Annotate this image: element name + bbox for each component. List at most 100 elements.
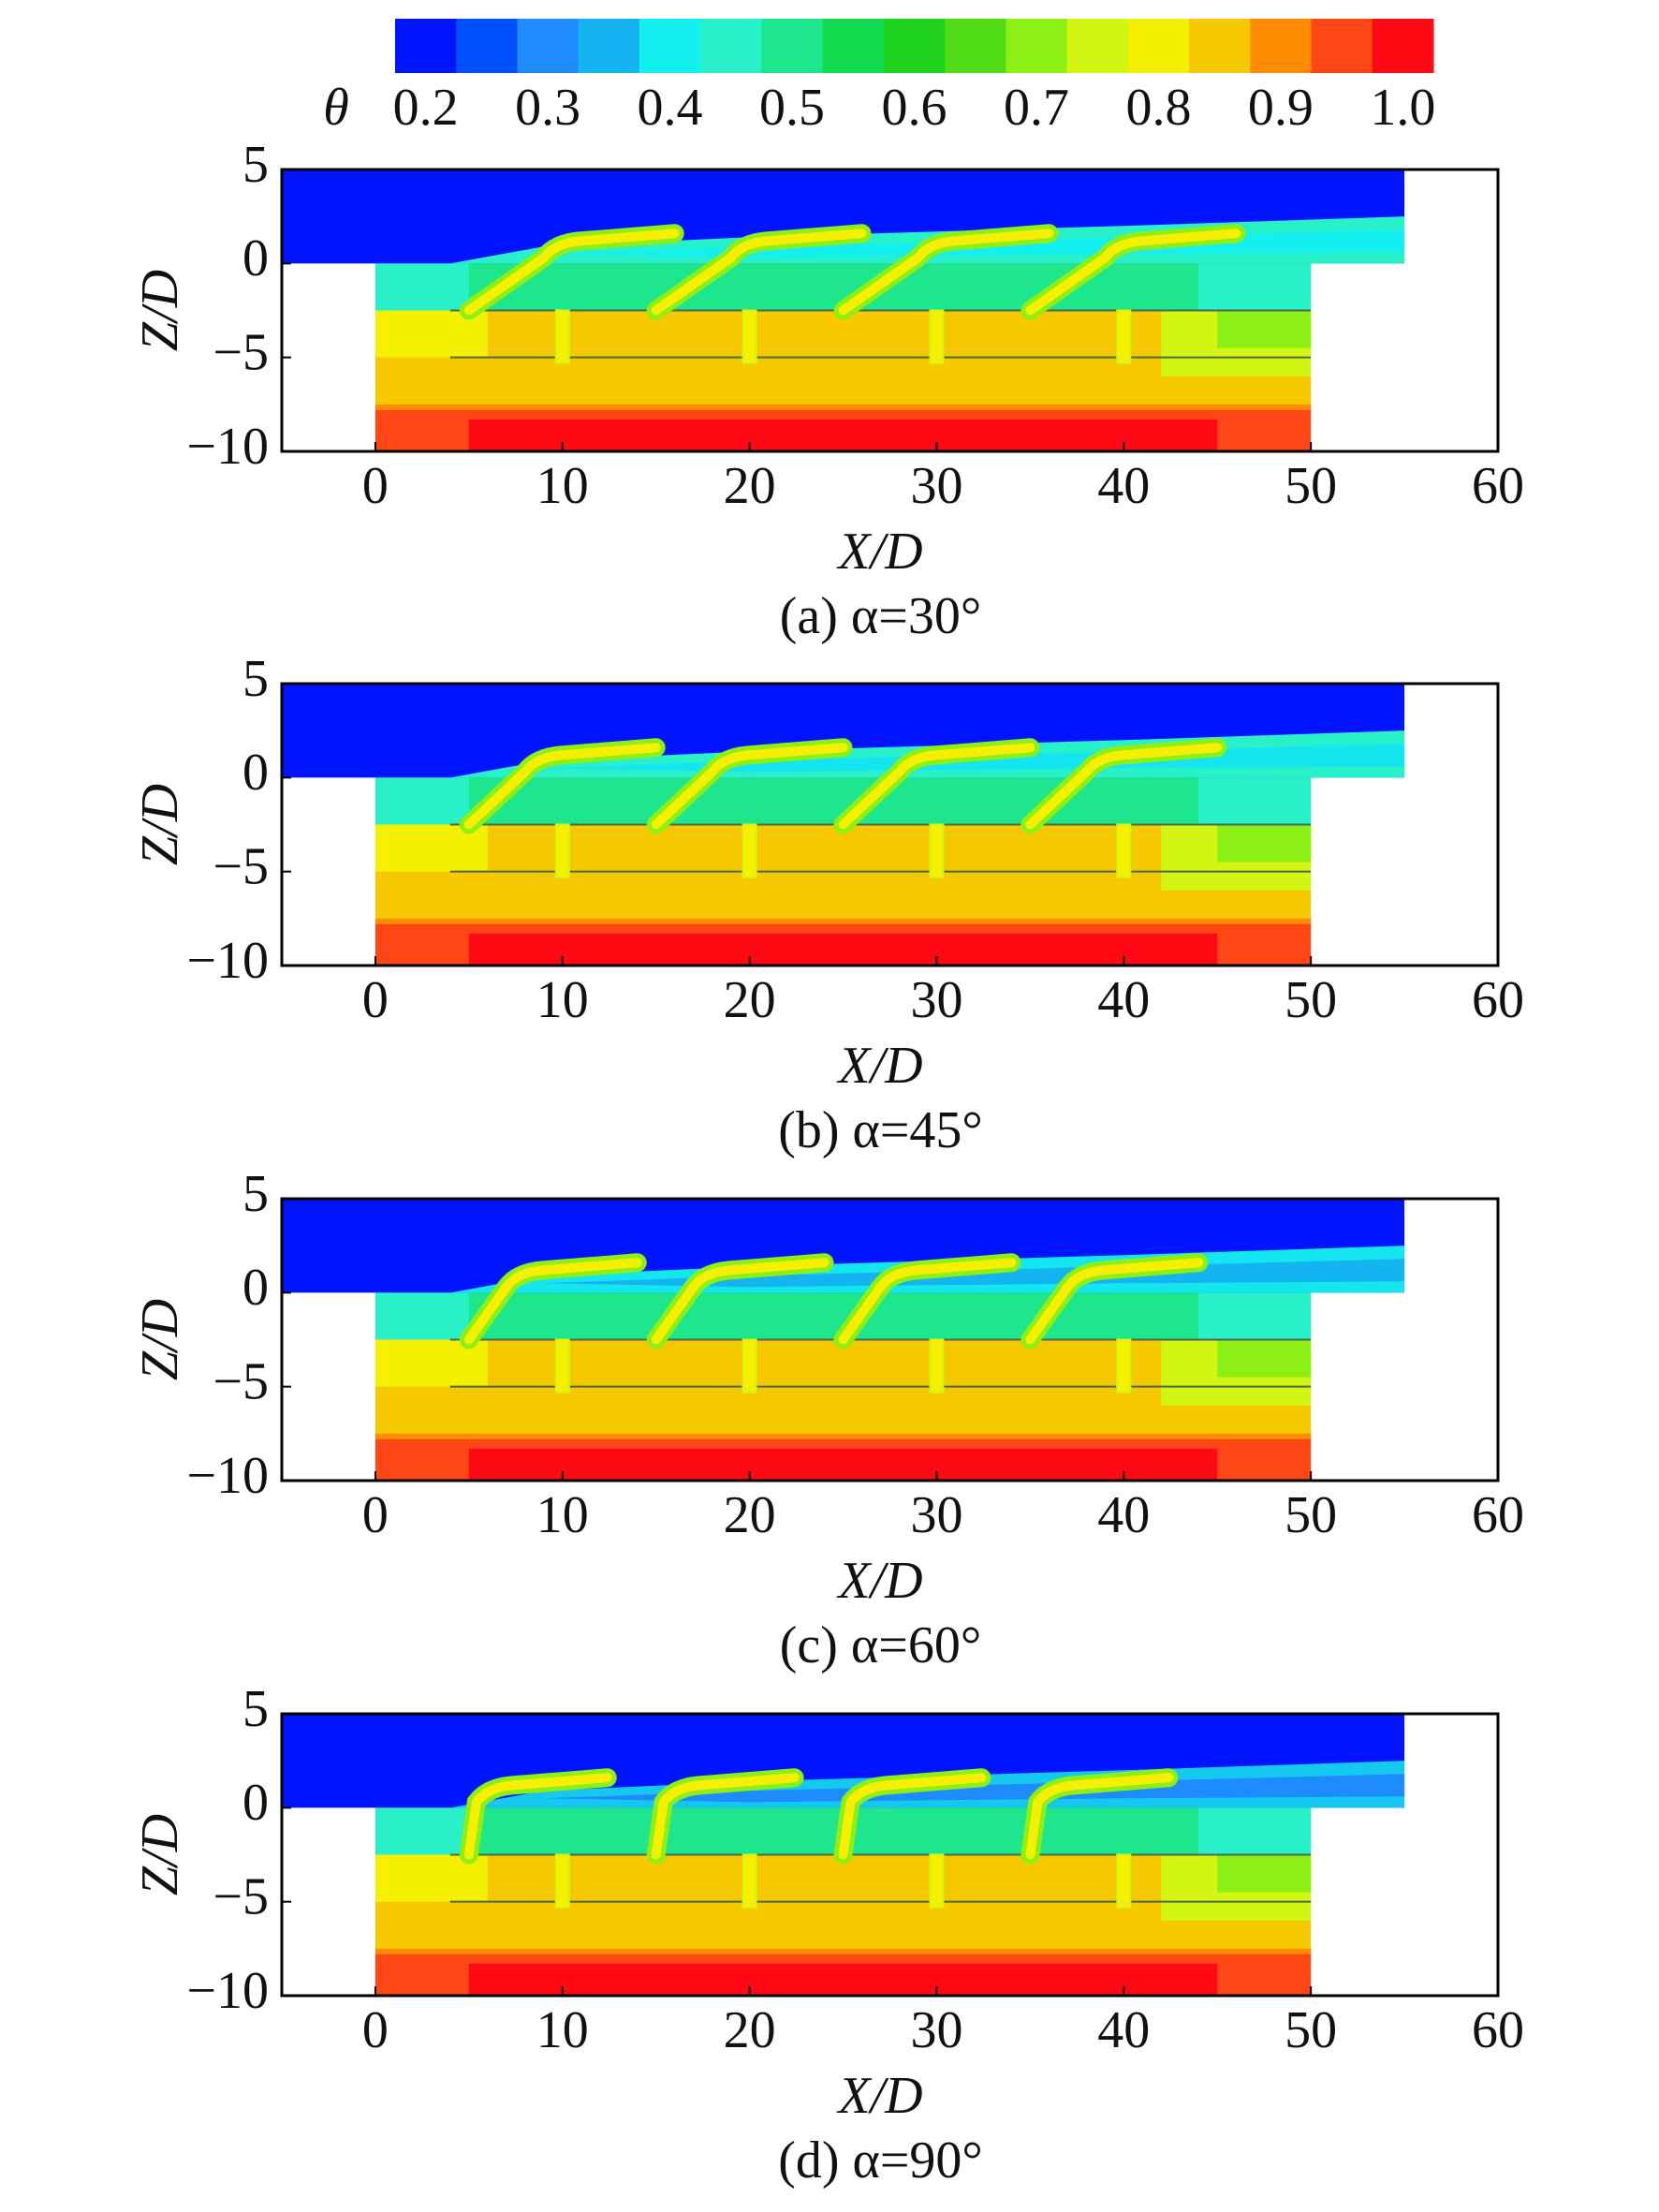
x-tick-label: 50 xyxy=(1285,457,1337,515)
y-tick-label: −5 xyxy=(213,1868,269,1926)
contour-field xyxy=(282,170,1405,451)
pipe xyxy=(554,1853,570,1909)
jet-core xyxy=(463,1258,642,1345)
pipe xyxy=(554,309,570,364)
field-region xyxy=(468,419,1218,451)
x-tick-label: 30 xyxy=(910,971,962,1029)
plot-frame xyxy=(280,1712,1500,1998)
colorbar-tick-label: 0.2 xyxy=(393,79,459,137)
colorbar-band xyxy=(1311,19,1373,73)
field-region xyxy=(468,933,1218,966)
jet-core xyxy=(1025,1258,1204,1345)
field-region xyxy=(374,1429,1312,1439)
x-tick-label: 60 xyxy=(1472,2001,1524,2059)
x-tick-label: 0 xyxy=(362,1486,389,1544)
panel-caption: (b) α=45° xyxy=(778,1101,983,1159)
x-tick-label: 60 xyxy=(1472,1486,1524,1544)
x-tick-label: 50 xyxy=(1285,2001,1337,2059)
colorbar-band xyxy=(639,19,701,73)
x-tick-label: 50 xyxy=(1285,1486,1337,1544)
pipe xyxy=(929,1338,945,1394)
y-tick-label: 0 xyxy=(242,229,269,288)
field-region xyxy=(1198,777,1312,825)
colorbar-band xyxy=(456,19,518,73)
colorbar-tick-label: 0.5 xyxy=(759,79,825,137)
x-tick-label: 20 xyxy=(724,1486,776,1544)
y-tick-label: 0 xyxy=(242,744,269,802)
colorbar-band xyxy=(1189,19,1251,73)
jet-core xyxy=(651,1773,800,1860)
field-region xyxy=(374,400,1312,410)
field-region xyxy=(543,1774,1405,1803)
x-axis-label: X/D xyxy=(836,523,922,581)
jet-core xyxy=(1025,229,1241,316)
jet-core xyxy=(838,743,1035,830)
jet-core xyxy=(838,1258,1017,1345)
colorbar-tick-label: 0.3 xyxy=(515,79,580,137)
y-tick-label: 0 xyxy=(242,1774,269,1832)
x-tick-label: 40 xyxy=(1097,2001,1150,2059)
pipe xyxy=(929,1853,945,1909)
y-tick-label: −10 xyxy=(186,418,269,476)
colorbar-tick-label: 0.7 xyxy=(1004,79,1069,137)
panel-caption: (c) α=60° xyxy=(780,1616,981,1674)
x-tick-label: 0 xyxy=(362,457,389,515)
x-tick-label: 0 xyxy=(362,2001,389,2059)
colorbar-label: θ xyxy=(323,79,349,137)
field-region xyxy=(374,263,469,311)
colorbar-band xyxy=(578,19,640,73)
y-axis-label: Z/D xyxy=(131,270,189,351)
y-axis-label: Z/D xyxy=(131,1299,189,1380)
jet-core xyxy=(463,229,680,316)
pipe xyxy=(741,823,757,878)
jet-core xyxy=(651,229,867,316)
pipe xyxy=(929,823,945,878)
pipe xyxy=(1116,1338,1132,1394)
field-region xyxy=(374,1807,469,1855)
contour-field xyxy=(282,684,1405,966)
x-tick-label: 60 xyxy=(1472,457,1524,515)
jet-core xyxy=(651,743,848,830)
jet-core xyxy=(838,1773,987,1860)
y-tick-label: −5 xyxy=(213,838,269,896)
colorbar-band xyxy=(1250,19,1313,73)
x-tick-label: 10 xyxy=(536,1486,589,1544)
field-region xyxy=(1198,1807,1312,1855)
contour-field xyxy=(282,1714,1405,1996)
pipe xyxy=(554,1338,570,1394)
jet-core xyxy=(651,1258,830,1345)
x-tick-label: 0 xyxy=(362,971,389,1029)
y-tick-label: 5 xyxy=(242,1165,269,1223)
field-region xyxy=(1217,310,1312,348)
pipe xyxy=(1116,1853,1132,1909)
field-region xyxy=(468,1448,1218,1481)
x-tick-label: 50 xyxy=(1285,971,1337,1029)
jet-core xyxy=(1025,1773,1174,1860)
y-tick-label: 0 xyxy=(242,1259,269,1317)
field-region xyxy=(1217,824,1312,863)
x-tick-label: 10 xyxy=(536,971,589,1029)
y-axis-label: Z/D xyxy=(131,784,189,865)
jet-core xyxy=(463,1773,612,1860)
field-region xyxy=(1198,1292,1312,1340)
colorbar-band xyxy=(517,19,580,73)
colorbar-band xyxy=(883,19,946,73)
plot-frame xyxy=(280,1197,1500,1482)
field-region xyxy=(374,914,1312,924)
x-axis-label: X/D xyxy=(836,2067,922,2125)
jet-core xyxy=(1025,743,1223,830)
pipe xyxy=(741,1853,757,1909)
panel-caption: (d) α=90° xyxy=(778,2131,983,2190)
y-tick-label: −10 xyxy=(186,1447,269,1505)
colorbar-band xyxy=(1372,19,1434,73)
colorbar-band xyxy=(1066,19,1129,73)
y-tick-label: −10 xyxy=(186,932,269,990)
y-tick-label: 5 xyxy=(242,650,269,708)
field-region xyxy=(374,777,469,825)
x-tick-label: 20 xyxy=(724,2001,776,2059)
colorbar-tick-label: 0.6 xyxy=(882,79,947,137)
colorbar-tick-label: 1.0 xyxy=(1370,79,1435,137)
colorbar-band xyxy=(700,19,762,73)
x-tick-label: 10 xyxy=(536,2001,589,2059)
